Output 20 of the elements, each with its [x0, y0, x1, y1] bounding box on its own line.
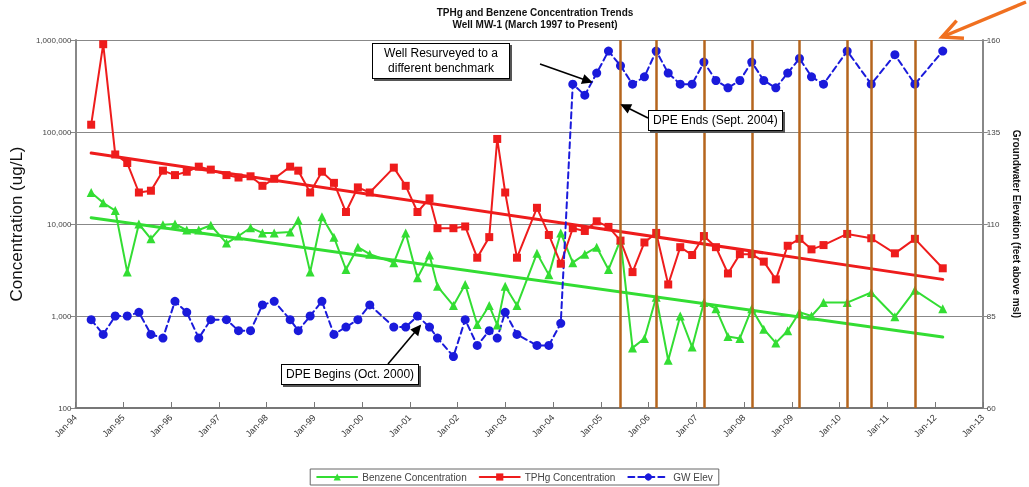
y2-tick-label: 160: [986, 35, 1001, 45]
y-tick-label: 10,000: [47, 219, 73, 229]
y-tick-label: 1,000: [51, 311, 73, 321]
chart-subtitle: Well MW-1 (March 1997 to Present): [452, 18, 618, 30]
annotation: DPE Ends (Sept. 2004): [648, 110, 783, 131]
y-tick-label: 1,000,000: [35, 35, 73, 45]
chart-title: TPHg and Benzene Concentration Trends: [436, 6, 634, 18]
y2-tick-label: 135: [986, 127, 1001, 137]
annotation: DPE Begins (Oct. 2000): [281, 364, 420, 385]
legend-label: TPHg Concentration: [524, 471, 616, 483]
y2-axis-title: Groundwater Elevation (feet above msl): [1010, 129, 1022, 319]
y-tick-label: 100: [58, 403, 73, 413]
annotation: Well Resurveyed to a different benchmark: [372, 43, 510, 79]
y-tick-label: 100,000: [42, 127, 73, 137]
y2-tick-label: 60: [986, 403, 997, 413]
y2-tick-label: 85: [986, 311, 997, 321]
legend-label: GW Elev: [673, 471, 713, 483]
y2-tick-label: 110: [986, 219, 1001, 229]
legend-label: Benzene Concentration: [362, 471, 467, 483]
y-axis-title: Concentration (ug/L): [7, 146, 26, 302]
